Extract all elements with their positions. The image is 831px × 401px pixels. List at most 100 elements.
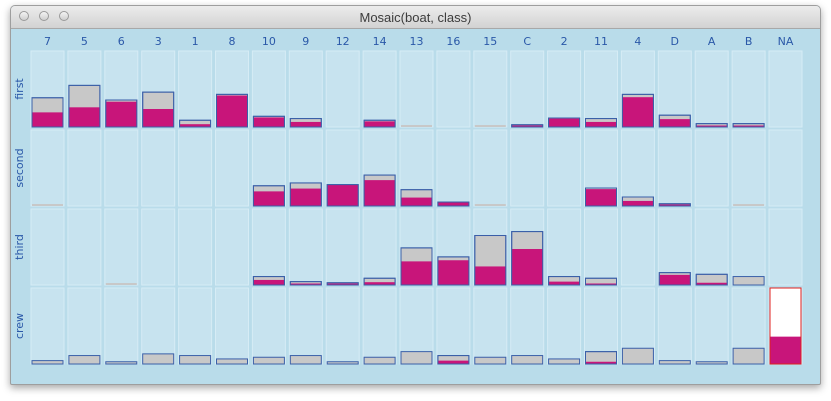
bar-highlight-third-13: [401, 261, 432, 285]
cell-crew-C: [510, 287, 545, 365]
bar-total-crew-4: [621, 347, 654, 365]
bar-outline-first-10: [252, 115, 285, 128]
column-label-4: 4: [634, 35, 641, 48]
bar-highlight-third-2: [548, 281, 580, 285]
bar-highlight-first-7: [32, 112, 63, 127]
bar-total-crew-10: [252, 356, 285, 365]
cell-second-1: [178, 129, 213, 207]
bar-highlight-second-14: [364, 180, 396, 206]
cell-crew-A: [694, 287, 729, 365]
bar-total-crew-9: [289, 355, 322, 365]
mosaic-window: Mosaic(boat, class) 7 5 6 3 1 8 10 9 12 14 13 16 15 C…: [10, 5, 821, 385]
bar-outline-first-1: [179, 119, 212, 128]
row-label-first: first: [13, 78, 26, 100]
cell-second-2: [547, 129, 582, 207]
bar-outline-second-12: [326, 184, 359, 207]
column-label-8: 8: [229, 35, 236, 48]
cell-first-12: [325, 50, 360, 128]
bar-outline-second-14: [363, 174, 396, 207]
bar-highlight-first-D: [659, 119, 691, 127]
bar-highlight-second-9: [290, 188, 322, 206]
cell-crew-10: [251, 287, 286, 365]
bar-total-crew-5: [68, 355, 101, 365]
bar-total-crew-3: [142, 353, 175, 365]
cell-crew-8: [215, 287, 249, 365]
bar-highlight-first-10: [253, 117, 285, 127]
column-label-11: 11: [594, 35, 608, 48]
bar-highlight-first-3: [142, 109, 174, 127]
cell-third-10: [251, 208, 286, 286]
column-label-2: 2: [561, 35, 568, 48]
bar-highlight-third-15: [474, 266, 506, 285]
cell-first-A: [694, 50, 729, 128]
bar-total-third-B: [732, 276, 765, 286]
cell-third-2: [547, 208, 582, 286]
bar-total-crew-6: [105, 361, 138, 365]
bar-outline-first-14: [363, 119, 396, 128]
cell-second-16: [436, 129, 471, 207]
bar-highlight-second-12: [327, 184, 359, 206]
column-label-3: 3: [155, 35, 162, 48]
cell-first-D: [657, 50, 692, 128]
cell-third-7: [30, 208, 65, 286]
bar-outline-first-11: [585, 118, 617, 128]
cell-first-16: [436, 50, 471, 128]
bar-total-third-6: [105, 283, 137, 285]
bar-total-crew-12: [326, 361, 359, 365]
bar-outline-third-9: [289, 281, 322, 286]
bar-highlight-third-14: [364, 282, 396, 285]
zoom-window-button[interactable]: [59, 11, 69, 21]
cell-second-7: [30, 129, 65, 207]
cell-crew-9: [288, 287, 323, 365]
bar-highlight-crew-16: [437, 360, 469, 364]
bar-outline-first-2: [548, 117, 581, 128]
bar-outline-second-11: [585, 187, 617, 207]
cell-first-14: [362, 50, 397, 128]
bar-outline-third-D: [658, 272, 691, 286]
cell-crew-2: [547, 287, 582, 365]
close-window-button[interactable]: [19, 11, 29, 21]
minimize-window-button[interactable]: [39, 11, 49, 21]
cell-first-10: [251, 50, 286, 128]
bar-highlight-first-5: [68, 107, 100, 127]
bar-highlight-crew-11: [585, 361, 617, 364]
bar-outline-third-14: [363, 277, 396, 286]
window-title: Mosaic(boat, class): [359, 10, 472, 25]
mosaic-plot-area[interactable]: 7 5 6 3 1 8 10 9 12 14 13 16 15 C 2 11 4 D A B NA first second…: [11, 29, 820, 384]
cell-crew-6: [104, 287, 139, 365]
cell-crew-3: [141, 287, 176, 365]
bar-total-crew-B: [732, 347, 765, 365]
bar-highlight-crew-NA: [770, 336, 801, 364]
cell-second-C: [510, 129, 545, 207]
bar-outline-first-C: [511, 124, 544, 128]
cell-first-13: [399, 50, 434, 128]
bar-total-second-7: [32, 204, 63, 206]
cell-crew-D: [657, 287, 692, 365]
bar-highlight-first-A: [696, 125, 728, 127]
bar-highlight-first-14: [364, 121, 396, 127]
bar-total-crew-13: [400, 351, 433, 365]
cell-third-4: [620, 208, 655, 286]
bar-highlight-first-C: [511, 125, 543, 127]
bar-highlight-third-12: [327, 283, 359, 285]
bar-total-crew-8: [216, 358, 248, 365]
column-label-15: 15: [483, 35, 497, 48]
row-label-crew: crew: [13, 313, 26, 339]
cell-second-4: [620, 129, 655, 207]
column-label-D: D: [671, 35, 679, 48]
cell-third-1: [178, 208, 213, 286]
cell-first-B: [731, 50, 766, 128]
bar-highlight-third-10: [253, 279, 285, 285]
title-bar: Mosaic(boat, class): [11, 6, 820, 29]
column-label-NA: NA: [778, 35, 794, 48]
mosaic-plot[interactable]: 7 5 6 3 1 8 10 9 12 14 13 16 15 C 2 11 4 D A B NA first second…: [11, 29, 820, 384]
column-label-9: 9: [302, 35, 309, 48]
cell-crew-12: [325, 287, 360, 365]
cell-third-5: [67, 208, 102, 286]
bar-total-crew-1: [179, 355, 212, 365]
bar-highlight-second-D: [659, 204, 691, 206]
bar-highlight-first-1: [179, 124, 211, 127]
bar-total-second-15: [474, 204, 506, 206]
bar-outline-second-9: [289, 182, 322, 207]
column-label-6: 6: [118, 35, 125, 48]
